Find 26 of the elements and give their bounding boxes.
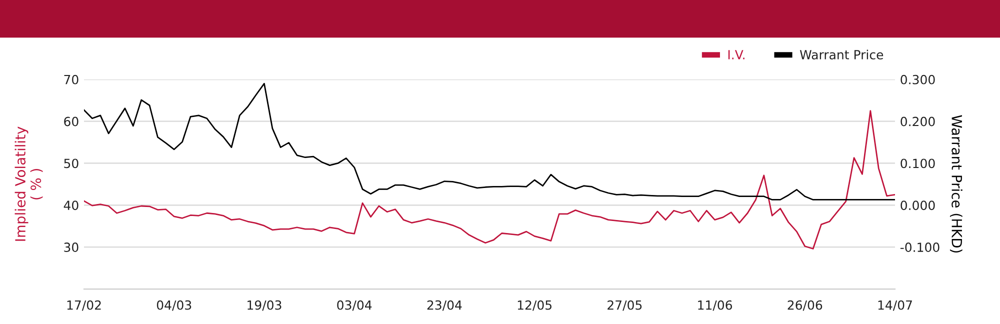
x-tick-label: 03/04 [337, 300, 372, 311]
y-tick-label: 30 [64, 242, 78, 252]
y-tick-label: 50 [64, 158, 78, 168]
line-series [84, 82, 895, 200]
x-tick-label: 26/06 [788, 300, 822, 311]
legend-label: I.V. [728, 50, 744, 60]
x-tick-label: 11/06 [698, 300, 732, 311]
y-tick-label: 70 [64, 74, 78, 84]
y2-axis-title: Warrant Price (HKD) [950, 115, 962, 253]
x-tick-label: 14/07 [878, 300, 912, 311]
x-tick-label: 27/05 [608, 300, 642, 311]
legend-label: Warrant Price [800, 50, 884, 60]
x-tick-label: 04/03 [156, 300, 192, 311]
x-tick-label: 12/05 [518, 300, 552, 311]
x-tick-label: 17/02 [67, 300, 101, 311]
x-tick-label: 23/04 [427, 300, 462, 311]
y2-tick-label: 0.300 [900, 74, 935, 84]
y2-tick-label: 0.000 [900, 200, 935, 210]
y-tick-label: 60 [64, 116, 78, 126]
y2-tick-label: -0.100 [900, 242, 940, 252]
y2-tick-label: 0.100 [900, 158, 935, 168]
line-series [84, 110, 895, 250]
y-axis-title: Implied Volatility ( % ) [14, 126, 43, 241]
y-tick-label: 40 [64, 200, 78, 210]
y2-tick-label: 0.200 [900, 116, 935, 126]
x-tick-label: 19/03 [248, 300, 282, 311]
